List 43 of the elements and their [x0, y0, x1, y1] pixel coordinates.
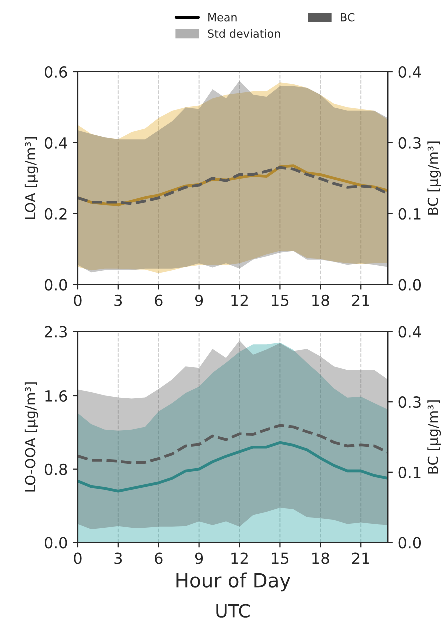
y2-tick-label: 0.1 [398, 466, 421, 478]
y-tick-label: 2.3 [45, 326, 68, 338]
y2-tick-label: 0.0 [398, 537, 422, 549]
x-tick-label: 12 [232, 552, 248, 564]
y2-tick-label: 0.4 [398, 326, 422, 338]
text: Std deviation [208, 29, 280, 38]
x-tick-label: 12 [232, 294, 248, 306]
y2-tick-label: 0.3 [398, 137, 421, 149]
y2-axis-title: BC [µg/m³] [428, 142, 442, 215]
x-tick-label: 6 [155, 294, 163, 306]
line-series [78, 424, 388, 464]
y-tick-label: 0.0 [44, 537, 68, 549]
x-tick-label: 15 [272, 552, 289, 564]
y2-tick-label: 0.1 [398, 208, 421, 220]
y-tick-label: 0.8 [44, 464, 68, 476]
x-tick-label: 3 [114, 294, 122, 306]
text: UTC [216, 604, 250, 618]
x-tick-label: 0 [74, 552, 82, 564]
legend-label: BC [341, 13, 355, 22]
y-axis-title: LO-OOA [µg/m³] [24, 382, 38, 492]
x-tick-label: 6 [155, 552, 163, 564]
x-tick-label: 0 [74, 294, 82, 306]
x-tick-label: 15 [272, 295, 289, 306]
y-tick-label: 0.2 [44, 208, 67, 220]
y2-tick-label: 0.4 [398, 66, 422, 78]
y2-tick-label: 0.0 [398, 279, 422, 291]
x-tick-label: 21 [352, 294, 370, 306]
x-tick-label: 9 [195, 552, 204, 564]
y-tick-label: 0.4 [44, 137, 68, 149]
x-tick-label: 18 [312, 294, 330, 306]
y-axis-title: LOA [µg/m³] [24, 138, 38, 220]
y2-tick-label: 0.3 [398, 396, 421, 408]
y-tick-label: 1.6 [46, 390, 68, 402]
text: Mean [208, 13, 237, 22]
x-tick-label: 18 [312, 552, 330, 564]
x-tick-label: 9 [195, 294, 204, 306]
y-tick-label: 0.6 [44, 66, 68, 78]
x-tick-label: 3 [114, 552, 122, 564]
y-tick-label: 0.0 [44, 279, 68, 291]
line-series [78, 441, 388, 493]
x-axis-title: Hour of Day [176, 572, 291, 592]
y2-axis-title: BC [µg/m³] [428, 400, 442, 474]
x-tick-label: 21 [352, 552, 370, 564]
